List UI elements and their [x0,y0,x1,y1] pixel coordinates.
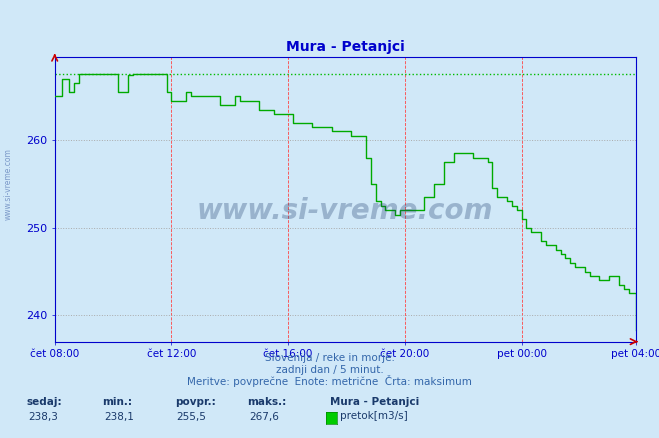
Text: Meritve: povprečne  Enote: metrične  Črta: maksimum: Meritve: povprečne Enote: metrične Črta:… [187,375,472,387]
Text: Mura - Petanjci: Mura - Petanjci [330,397,418,407]
Text: pretok[m3/s]: pretok[m3/s] [340,411,408,421]
Text: www.si-vreme.com: www.si-vreme.com [3,148,13,220]
Text: zadnji dan / 5 minut.: zadnji dan / 5 minut. [275,365,384,375]
Text: 238,3: 238,3 [28,412,58,422]
Text: 267,6: 267,6 [249,412,279,422]
Text: sedaj:: sedaj: [26,397,62,407]
Title: Mura - Petanjci: Mura - Petanjci [286,40,405,54]
Text: maks.:: maks.: [247,397,287,407]
Text: min.:: min.: [102,397,132,407]
Text: Slovenija / reke in morje.: Slovenija / reke in morje. [264,353,395,364]
Text: www.si-vreme.com: www.si-vreme.com [197,197,494,225]
Text: 238,1: 238,1 [104,412,134,422]
Text: 255,5: 255,5 [177,412,206,422]
Text: povpr.:: povpr.: [175,397,215,407]
